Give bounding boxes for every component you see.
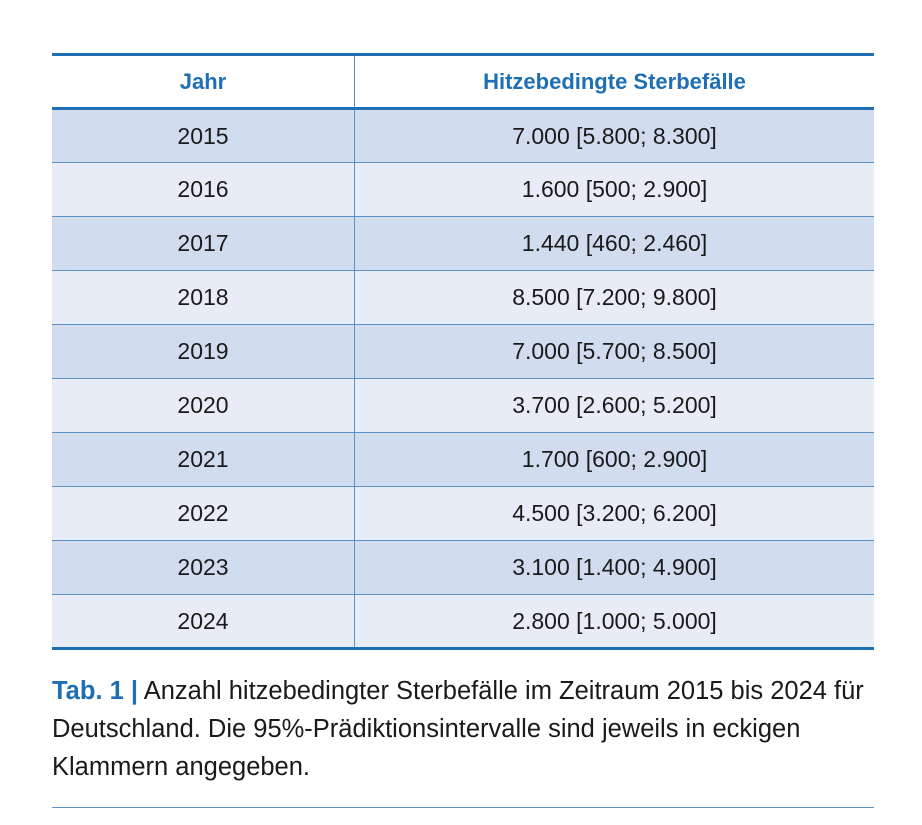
cell-deaths: 3.100 [1.400; 4.900]	[354, 540, 874, 595]
table-row: 2023 3.100 [1.400; 4.900]	[52, 540, 874, 595]
table-row: 2015 7.000 [5.800; 8.300]	[52, 108, 874, 163]
header-year: Jahr	[52, 54, 355, 109]
table-row: 2016 1.600 [500; 2.900]	[52, 162, 874, 217]
table-row: 2022 4.500 [3.200; 6.200]	[52, 486, 874, 541]
cell-year: 2016	[52, 162, 355, 217]
table-row: 2024 2.800 [1.000; 5.000]	[52, 594, 874, 650]
cell-year: 2019	[52, 324, 355, 379]
cell-year: 2017	[52, 216, 355, 271]
table-row: 2017 1.440 [460; 2.460]	[52, 216, 874, 271]
cell-year: 2015	[52, 108, 355, 163]
cell-deaths: 1.700 [600; 2.900]	[354, 432, 874, 487]
cell-deaths: 7.000 [5.800; 8.300]	[354, 108, 874, 163]
header-deaths: Hitzebedingte Sterbefälle	[354, 54, 874, 109]
cell-year: 2023	[52, 540, 355, 595]
cell-deaths: 1.600 [500; 2.900]	[354, 162, 874, 217]
table-row: 2018 8.500 [7.200; 9.800]	[52, 270, 874, 325]
cell-deaths: 7.000 [5.700; 8.500]	[354, 324, 874, 379]
cell-year: 2021	[52, 432, 355, 487]
table-caption: Tab. 1 | Anzahl hitzebedingter Sterbefäl…	[52, 672, 882, 786]
heat-deaths-table: Jahr Hitzebedingte Sterbefälle 2015 7.000…	[52, 53, 874, 650]
table-header: Jahr Hitzebedingte Sterbefälle	[52, 54, 874, 109]
table-row: 2021 1.700 [600; 2.900]	[52, 432, 874, 487]
caption-label: Tab. 1 |	[52, 677, 139, 705]
bottom-divider	[52, 807, 874, 808]
table-row: 2019 7.000 [5.700; 8.500]	[52, 324, 874, 379]
cell-deaths: 1.440 [460; 2.460]	[354, 216, 874, 271]
cell-deaths: 8.500 [7.200; 9.800]	[354, 270, 874, 325]
cell-year: 2018	[52, 270, 355, 325]
cell-year: 2020	[52, 378, 355, 433]
table-body: 2015 7.000 [5.800; 8.300] 2016 1.600 [500; …	[52, 108, 874, 650]
cell-year: 2024	[52, 594, 355, 650]
table-row: 2020 3.700 [2.600; 5.200]	[52, 378, 874, 433]
cell-deaths: 3.700 [2.600; 5.200]	[354, 378, 874, 433]
cell-deaths: 2.800 [1.000; 5.000]	[354, 594, 874, 650]
caption-text: Anzahl hitzebedingter Sterbefälle im Zei…	[52, 677, 864, 781]
header-row: Jahr Hitzebedingte Sterbefälle	[52, 54, 874, 109]
data-table-container: Jahr Hitzebedingte Sterbefälle 2015 7.000…	[52, 53, 874, 650]
cell-deaths: 4.500 [3.200; 6.200]	[354, 486, 874, 541]
cell-year: 2022	[52, 486, 355, 541]
